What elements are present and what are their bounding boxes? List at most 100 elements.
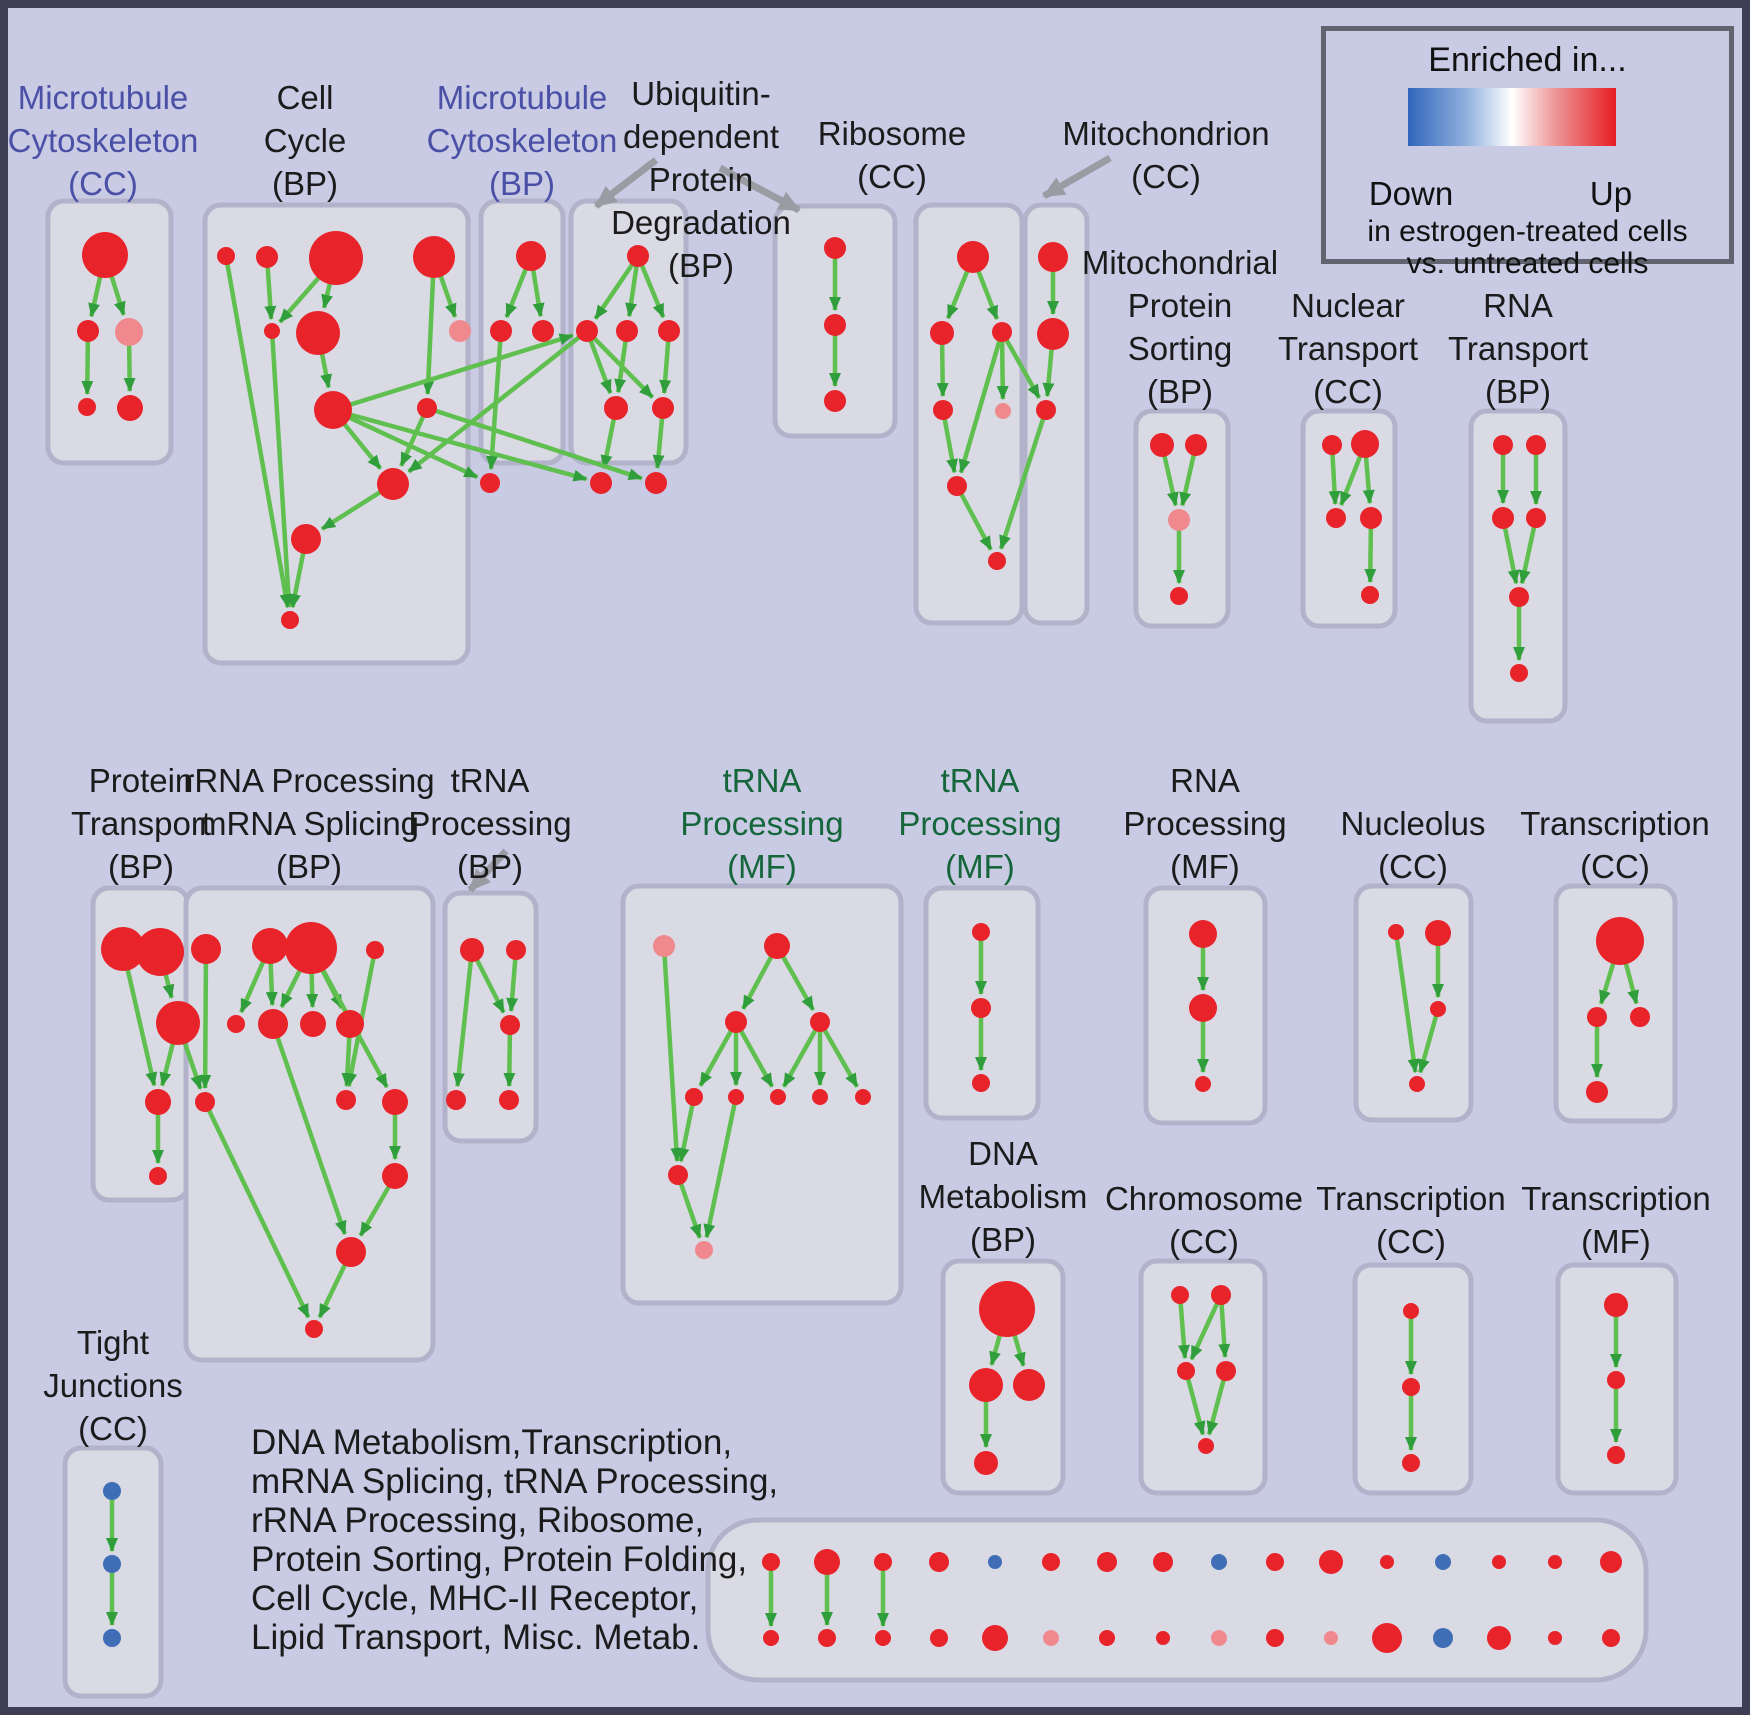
go-term-node — [1600, 1551, 1622, 1573]
cluster-label-transcription-cc-1: Transcription (CC) — [1415, 802, 1742, 888]
cluster-label-line: (CC) — [1378, 848, 1448, 885]
go-term-node — [1493, 435, 1513, 455]
go-term-node — [149, 1167, 167, 1185]
cluster-label-line: mRNA Splicing — [198, 805, 420, 842]
edge-arrow — [703, 1096, 739, 1239]
cluster-label-line: (CC) — [1376, 1223, 1446, 1260]
cluster-label-line: dependent — [623, 118, 779, 155]
edge-arrow — [426, 405, 643, 481]
edge-arrow — [675, 1174, 702, 1239]
go-term-node — [103, 1482, 121, 1500]
go-term-node — [930, 321, 954, 345]
go-term-node — [285, 922, 337, 974]
cluster-label-tight-junctions: Tight Junctions (CC) — [8, 1321, 313, 1450]
go-term-node — [1596, 917, 1644, 965]
annotation-arrow — [1042, 154, 1112, 200]
cluster-label-line: DNA — [968, 1135, 1038, 1172]
cluster-label-line: (BP) — [1147, 373, 1213, 410]
go-term-node — [764, 933, 790, 959]
go-term-node — [296, 311, 340, 355]
cluster-label-line: RNA — [1170, 762, 1240, 799]
footnote-line: rRNA Processing, Ribosome, — [251, 1501, 705, 1540]
cluster-label-transcription-cc-2: Transcription (CC) — [1211, 1177, 1611, 1263]
go-term-node — [101, 927, 145, 971]
go-term-node — [1266, 1629, 1284, 1647]
cluster-label-line: Transcription — [1520, 805, 1710, 842]
go-term-node — [336, 1010, 364, 1038]
cluster-label-line: Mitochondrial — [1081, 244, 1279, 281]
go-term-node — [1189, 920, 1217, 948]
edge-arrow — [202, 1101, 311, 1319]
cluster-label-line: Processing — [408, 805, 572, 842]
cluster-label-trna-mf-1: tRNA Processing (MF) — [562, 759, 962, 888]
go-term-node — [1586, 1081, 1608, 1103]
go-term-node — [516, 241, 546, 271]
cluster-label-line: tRNA — [450, 762, 530, 799]
cluster-label-mt-cc: Microtubule Cytoskeleton (CC) — [7, 76, 303, 205]
go-term-node — [770, 1089, 786, 1105]
cluster-box-trna-processing-mf-1 — [620, 883, 904, 1306]
cluster-label-line: Chromosome — [1104, 1180, 1304, 1217]
cluster-box-microtubule-cytoskeleton-cc — [45, 198, 174, 466]
edge-arrow — [269, 330, 295, 609]
edge-arrow — [199, 948, 212, 1090]
cluster-label-line: Mitochondrion — [1062, 115, 1270, 152]
go-term-node — [460, 938, 484, 962]
edge-arrow — [677, 1096, 697, 1163]
cluster-label-line: (CC) — [1131, 158, 1201, 195]
go-term-node — [1510, 664, 1528, 682]
legend: Enriched in... Down Up in estrogen-treat… — [1321, 26, 1734, 280]
go-term-node — [1372, 1623, 1402, 1653]
cluster-label-trna-mf-2: tRNA Processing (MF) — [780, 759, 1180, 888]
go-term-node — [1607, 1446, 1625, 1464]
go-term-node — [988, 1555, 1002, 1569]
cluster-label-line: (BP) — [489, 165, 555, 202]
legend-subtitle-line1: in estrogen-treated cells — [1367, 215, 1688, 248]
legend-title: Enriched in... — [1428, 41, 1627, 79]
go-term-node — [480, 473, 500, 493]
go-term-node — [1156, 1631, 1170, 1645]
edge-arrow — [332, 407, 479, 480]
go-term-node — [1604, 1293, 1628, 1317]
go-term-node — [814, 1549, 840, 1575]
go-term-node — [1487, 1626, 1511, 1650]
go-term-node — [336, 1237, 366, 1267]
cluster-label-trna-bp: tRNA Processing (BP) — [290, 759, 690, 888]
edge-arrow — [452, 949, 475, 1088]
go-term-node — [1409, 1076, 1425, 1092]
go-term-node — [1402, 1378, 1420, 1396]
go-term-node — [1099, 1630, 1115, 1646]
cluster-label-line: Junctions — [43, 1367, 183, 1404]
edge-arrow — [1500, 517, 1520, 585]
go-term-node — [252, 928, 288, 964]
edge-arrow — [407, 329, 589, 474]
go-term-node — [653, 935, 675, 957]
go-term-node — [309, 231, 363, 285]
cluster-label-line: (CC) — [1580, 848, 1650, 885]
go-term-node — [590, 472, 612, 494]
go-term-node — [1388, 924, 1404, 940]
cluster-label-line: Transcription — [1521, 1180, 1711, 1217]
edge-arrow — [270, 1023, 347, 1235]
go-term-node — [957, 241, 989, 273]
go-term-node — [1043, 1630, 1059, 1646]
cluster-label-line: Transcription — [1316, 1180, 1506, 1217]
go-term-node — [995, 403, 1011, 419]
go-term-node — [1211, 1285, 1231, 1305]
go-term-node — [824, 390, 846, 412]
go-term-node — [576, 320, 598, 342]
cluster-label-nucleolus: Nucleolus (CC) — [1213, 802, 1613, 888]
go-term-node — [1037, 318, 1069, 350]
go-term-node — [78, 398, 96, 416]
edge-arrow — [955, 484, 993, 551]
go-term-node — [1036, 400, 1056, 420]
go-term-node — [1042, 1553, 1060, 1571]
go-term-node — [1492, 507, 1514, 529]
go-term-node — [1433, 1628, 1453, 1648]
cluster-label-line: (BP) — [1485, 373, 1551, 410]
go-term-node — [1211, 1630, 1227, 1646]
footnote-line: Lipid Transport, Misc. Metab. — [251, 1618, 701, 1657]
cluster-label-line: Microtubule — [17, 79, 189, 116]
cluster-label-line: (CC) — [1169, 1223, 1239, 1260]
cluster-label-line: Cytoskeleton — [7, 122, 199, 159]
